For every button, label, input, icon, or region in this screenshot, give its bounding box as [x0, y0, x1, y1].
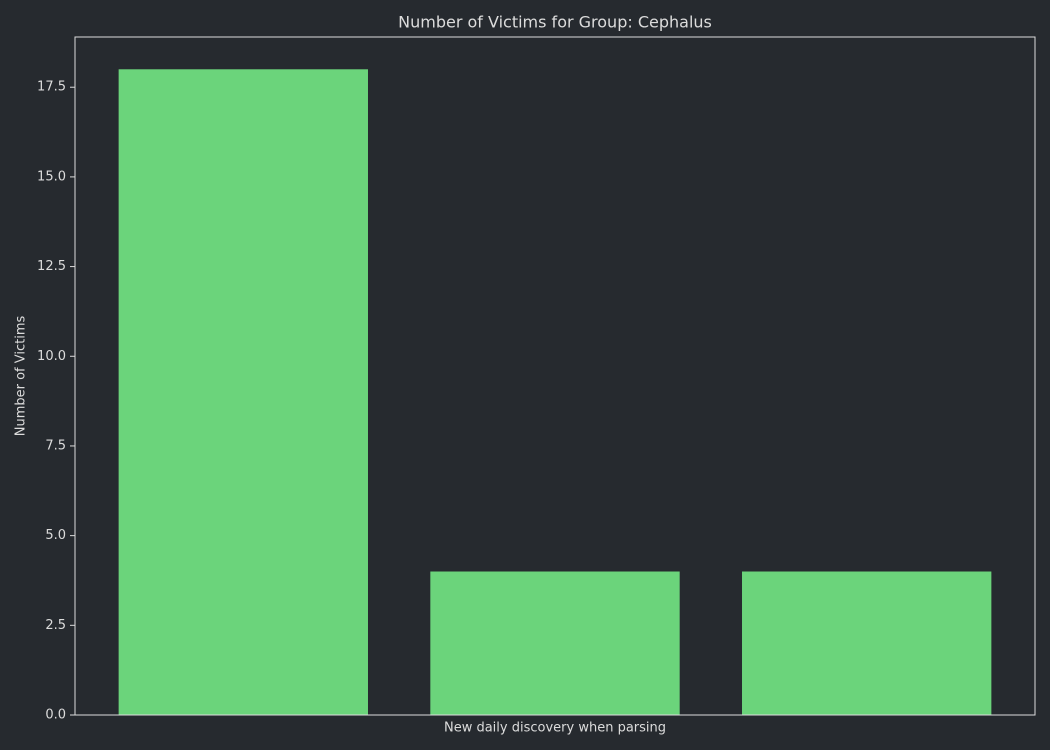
y-tick-label: 0.0	[45, 708, 66, 723]
plot-frame	[74, 36, 1036, 716]
x-axis-label: New daily discovery when parsing	[444, 721, 666, 736]
y-tick-label: 10.0	[37, 349, 66, 364]
y-tick-label: 2.5	[45, 618, 66, 633]
y-axis-label: Number of Victims	[14, 316, 29, 437]
bar	[742, 571, 992, 715]
y-tick-label: 7.5	[45, 438, 66, 453]
chart-title: Number of Victims for Group: Cephalus	[398, 13, 712, 32]
y-tick-label: 15.0	[37, 169, 66, 184]
y-tick-label: 12.5	[37, 259, 66, 274]
bar	[430, 571, 680, 715]
bar	[118, 69, 368, 716]
y-tick-label: 17.5	[37, 80, 66, 95]
y-tick-label: 5.0	[45, 528, 66, 543]
